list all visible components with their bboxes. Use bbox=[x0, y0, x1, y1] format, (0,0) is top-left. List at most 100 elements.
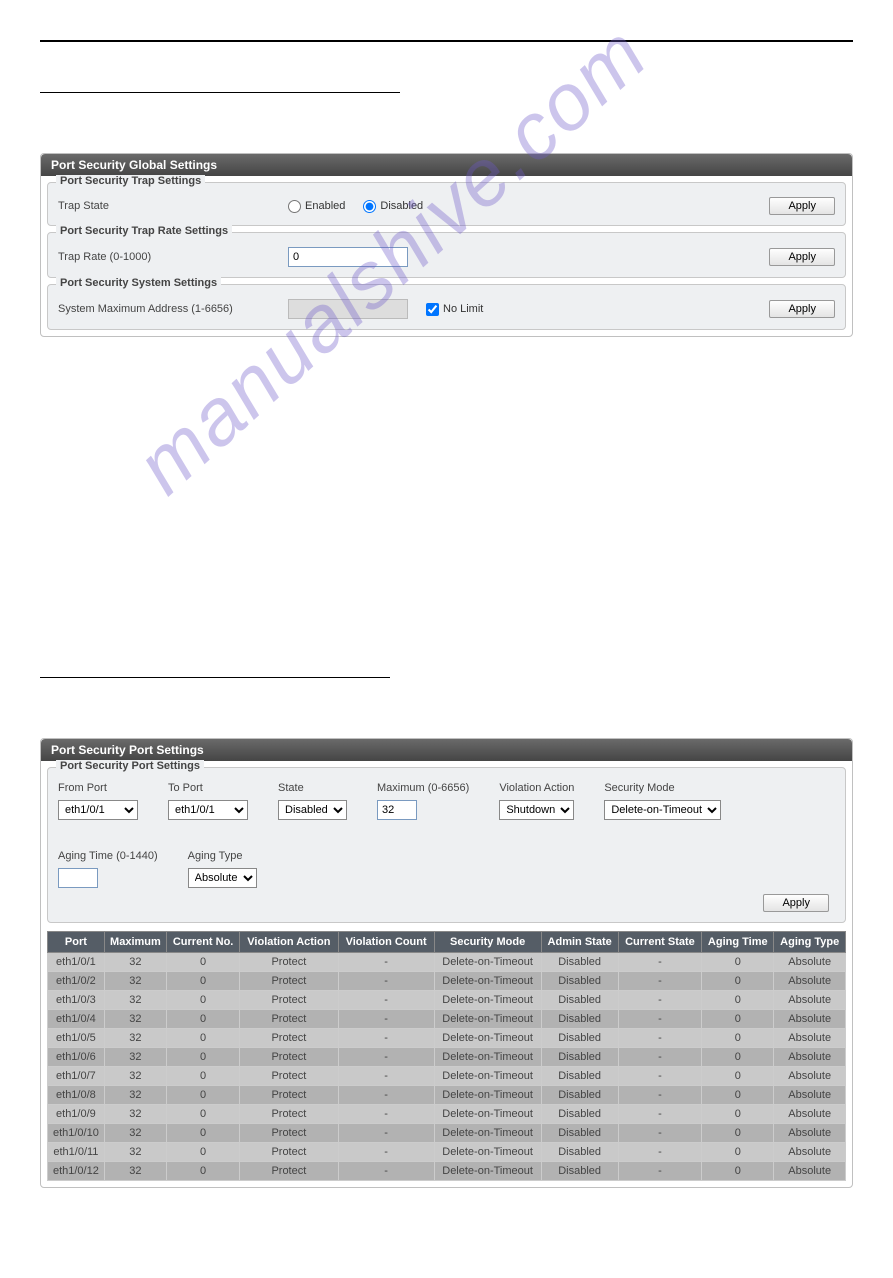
table-header: Aging Time bbox=[702, 932, 774, 953]
table-cell: 0 bbox=[702, 1067, 774, 1086]
table-cell: 0 bbox=[702, 972, 774, 991]
table-cell: Protect bbox=[240, 1086, 338, 1105]
table-cell: eth1/0/4 bbox=[48, 1010, 105, 1029]
table-cell: Absolute bbox=[774, 953, 846, 972]
table-cell: Protect bbox=[240, 1143, 338, 1162]
table-cell: 32 bbox=[104, 1162, 166, 1181]
table-row: eth1/0/8320Protect-Delete-on-TimeoutDisa… bbox=[48, 1086, 846, 1105]
trap-rate-apply-button[interactable]: Apply bbox=[769, 248, 835, 266]
table-cell: - bbox=[618, 991, 701, 1010]
table-cell: Delete-on-Timeout bbox=[434, 1086, 541, 1105]
table-cell: - bbox=[338, 1105, 434, 1124]
trap-enabled-radio[interactable]: Enabled bbox=[288, 200, 345, 213]
table-cell: Disabled bbox=[541, 1143, 618, 1162]
table-header: Violation Action bbox=[240, 932, 338, 953]
table-cell: - bbox=[618, 1029, 701, 1048]
table-cell: - bbox=[338, 972, 434, 991]
table-cell: - bbox=[618, 1162, 701, 1181]
table-cell: eth1/0/6 bbox=[48, 1048, 105, 1067]
table-cell: 0 bbox=[167, 1086, 240, 1105]
table-cell: 32 bbox=[104, 1105, 166, 1124]
table-header: Port bbox=[48, 932, 105, 953]
table-cell: 0 bbox=[167, 1010, 240, 1029]
table-cell: 0 bbox=[167, 1105, 240, 1124]
table-cell: Delete-on-Timeout bbox=[434, 991, 541, 1010]
nolimit-checkbox-wrap[interactable]: No Limit bbox=[426, 303, 483, 316]
table-cell: eth1/0/9 bbox=[48, 1105, 105, 1124]
table-cell: - bbox=[338, 1162, 434, 1181]
table-cell: 0 bbox=[167, 972, 240, 991]
state-select[interactable]: Disabled bbox=[278, 800, 347, 820]
system-settings-legend: Port Security System Settings bbox=[56, 277, 221, 289]
secmode-select[interactable]: Delete-on-Timeout bbox=[604, 800, 721, 820]
table-header: Violation Count bbox=[338, 932, 434, 953]
trap-enabled-label: Enabled bbox=[305, 200, 345, 212]
table-cell: - bbox=[618, 1048, 701, 1067]
panel-title: Port Security Global Settings bbox=[41, 154, 852, 176]
table-cell: Disabled bbox=[541, 1124, 618, 1143]
table-cell: 0 bbox=[167, 1048, 240, 1067]
table-row: eth1/0/10320Protect-Delete-on-TimeoutDis… bbox=[48, 1124, 846, 1143]
port-security-table: PortMaximumCurrent No.Violation ActionVi… bbox=[47, 931, 846, 1181]
table-cell: Delete-on-Timeout bbox=[434, 1105, 541, 1124]
table-cell: Absolute bbox=[774, 1010, 846, 1029]
table-cell: - bbox=[338, 953, 434, 972]
table-row: eth1/0/12320Protect-Delete-on-TimeoutDis… bbox=[48, 1162, 846, 1181]
table-cell: Absolute bbox=[774, 1048, 846, 1067]
table-cell: - bbox=[338, 1124, 434, 1143]
table-cell: Disabled bbox=[541, 991, 618, 1010]
table-cell: Protect bbox=[240, 972, 338, 991]
violation-select[interactable]: Shutdown bbox=[499, 800, 574, 820]
table-cell: Disabled bbox=[541, 1048, 618, 1067]
port-settings-panel: Port Security Port Settings Port Securit… bbox=[40, 738, 853, 1188]
table-cell: 0 bbox=[167, 953, 240, 972]
trap-rate-input[interactable] bbox=[288, 247, 408, 267]
table-cell: Disabled bbox=[541, 1010, 618, 1029]
trap-rate-label: Trap Rate (0-1000) bbox=[58, 251, 288, 263]
trap-rate-legend: Port Security Trap Rate Settings bbox=[56, 225, 232, 237]
trap-disabled-radio[interactable]: Disabled bbox=[363, 200, 423, 213]
table-cell: Absolute bbox=[774, 972, 846, 991]
table-cell: 32 bbox=[104, 1067, 166, 1086]
table-cell: 32 bbox=[104, 1010, 166, 1029]
violation-label: Violation Action bbox=[499, 782, 574, 794]
trap-enabled-input[interactable] bbox=[288, 200, 301, 213]
table-cell: - bbox=[618, 1124, 701, 1143]
aging-time-input[interactable] bbox=[58, 868, 98, 888]
table-cell: - bbox=[338, 1029, 434, 1048]
table-cell: 32 bbox=[104, 953, 166, 972]
table-cell: 0 bbox=[167, 1162, 240, 1181]
port-apply-button[interactable]: Apply bbox=[763, 894, 829, 912]
section-rule-2 bbox=[40, 677, 390, 678]
table-cell: - bbox=[338, 1010, 434, 1029]
table-cell: 0 bbox=[702, 1086, 774, 1105]
table-cell: Disabled bbox=[541, 953, 618, 972]
table-cell: 0 bbox=[167, 1124, 240, 1143]
table-cell: Protect bbox=[240, 1010, 338, 1029]
system-apply-button[interactable]: Apply bbox=[769, 300, 835, 318]
table-cell: 0 bbox=[702, 991, 774, 1010]
trap-apply-button[interactable]: Apply bbox=[769, 197, 835, 215]
port-settings-legend: Port Security Port Settings bbox=[56, 760, 204, 772]
trap-disabled-input[interactable] bbox=[363, 200, 376, 213]
from-port-select[interactable]: eth1/0/1 bbox=[58, 800, 138, 820]
table-cell: - bbox=[338, 1086, 434, 1105]
table-cell: - bbox=[338, 991, 434, 1010]
trap-disabled-label: Disabled bbox=[380, 200, 423, 212]
to-port-select[interactable]: eth1/0/1 bbox=[168, 800, 248, 820]
global-settings-panel: Port Security Global Settings Port Secur… bbox=[40, 153, 853, 337]
table-row: eth1/0/6320Protect-Delete-on-TimeoutDisa… bbox=[48, 1048, 846, 1067]
aging-type-select[interactable]: Absolute bbox=[188, 868, 257, 888]
table-cell: Delete-on-Timeout bbox=[434, 953, 541, 972]
maximum-input[interactable] bbox=[377, 800, 417, 820]
aging-time-label: Aging Time (0-1440) bbox=[58, 850, 158, 862]
table-cell: Protect bbox=[240, 1162, 338, 1181]
table-cell: Protect bbox=[240, 953, 338, 972]
table-header: Current State bbox=[618, 932, 701, 953]
table-cell: Disabled bbox=[541, 1105, 618, 1124]
table-cell: eth1/0/1 bbox=[48, 953, 105, 972]
state-label: State bbox=[278, 782, 347, 794]
table-cell: Delete-on-Timeout bbox=[434, 1124, 541, 1143]
nolimit-checkbox[interactable] bbox=[426, 303, 439, 316]
table-cell: Absolute bbox=[774, 1124, 846, 1143]
